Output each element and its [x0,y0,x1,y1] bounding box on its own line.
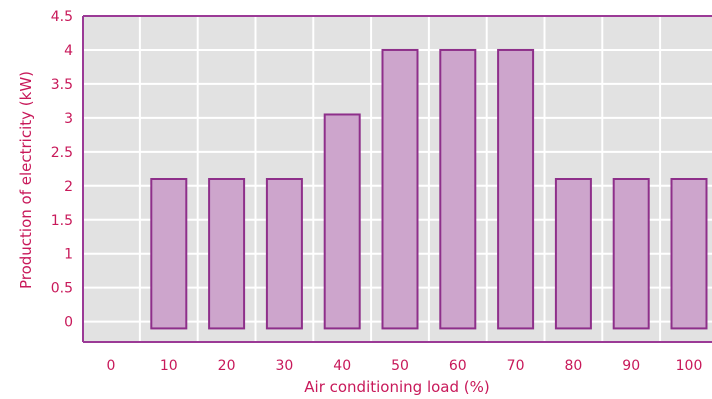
y-tick-label: 2 [64,179,73,195]
y-tick-label: 0.5 [51,281,73,297]
x-tick-label: 0 [107,358,116,374]
bar-80 [554,178,592,330]
x-tick-labels: 0 10 20 30 40 50 60 70 80 90 100 [107,358,703,374]
bar-60 [439,48,477,330]
x-tick-label: 100 [676,358,703,374]
x-tick-label: 80 [564,358,582,374]
bar-70 [497,48,535,330]
x-tick-label: 60 [449,358,467,374]
y-tick-label: 0 [64,315,73,331]
y-tick-label: 3 [64,111,73,127]
y-tick-label: 4 [64,43,73,59]
y-tick-label: 1.5 [51,213,73,229]
y-axis-label: Production of electricity (kW) [17,71,35,289]
x-tick-label: 90 [622,358,640,374]
y-tick-label: 4.5 [51,9,73,25]
bar-50 [381,48,419,330]
y-tick-label: 1 [64,247,73,263]
axes [82,15,712,343]
x-tick-label: 10 [160,358,178,374]
x-tick-label: 20 [218,358,236,374]
bars [150,48,708,330]
bar-90 [612,178,650,330]
bar-100 [670,178,708,330]
bar-10 [150,178,188,330]
x-tick-label: 50 [391,358,409,374]
y-tick-label: 2.5 [51,145,73,161]
y-tick-label: 3.5 [51,77,73,93]
x-tick-label: 30 [275,358,293,374]
x-tick-label: 70 [507,358,525,374]
x-tick-label: 40 [333,358,351,374]
bar-20 [208,178,246,330]
bar-40 [323,113,361,330]
bar-30 [265,178,303,330]
x-axis-label: Air conditioning load (%) [304,378,489,396]
y-tick-labels: 0 0.5 1 1.5 2 2.5 3 3.5 4 4.5 [51,9,73,331]
